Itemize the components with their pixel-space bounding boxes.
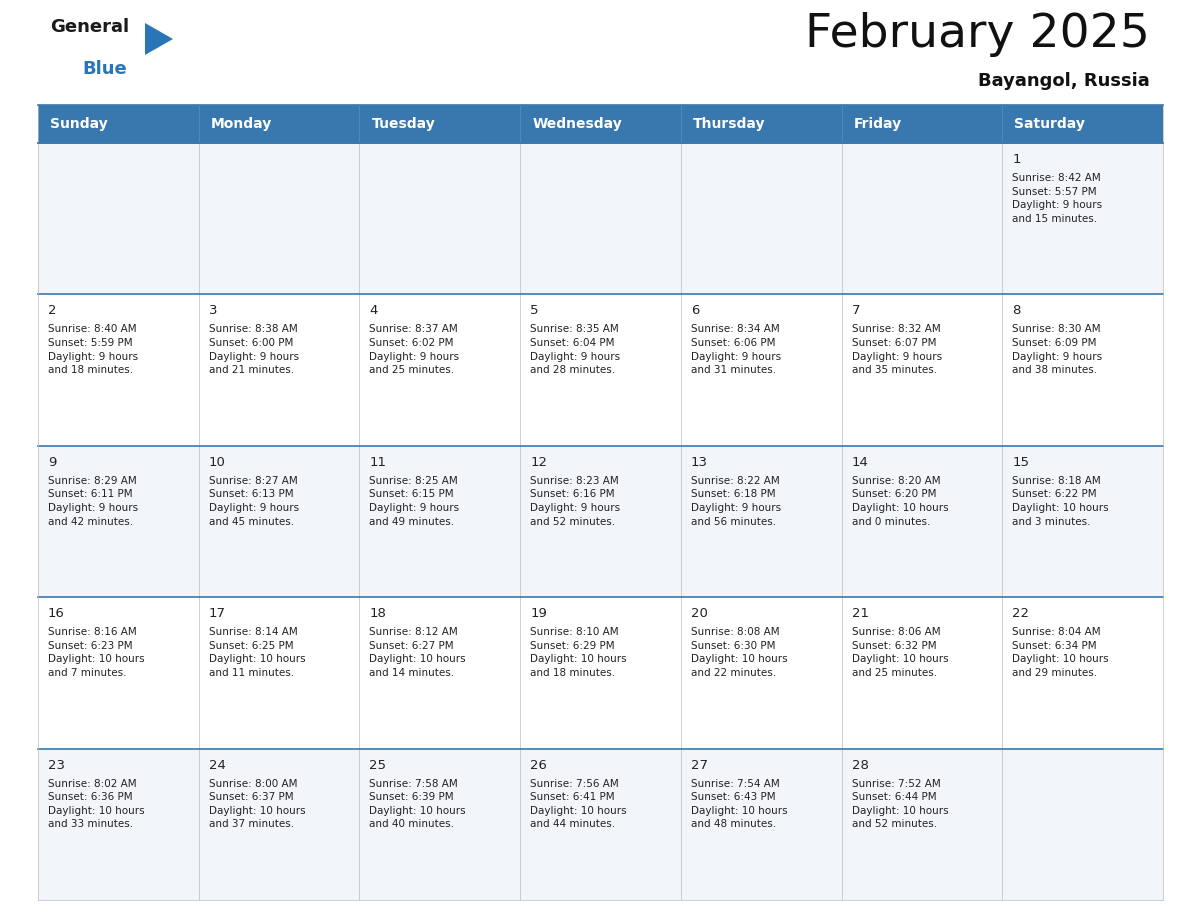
Text: Sunrise: 8:06 AM
Sunset: 6:32 PM
Daylight: 10 hours
and 25 minutes.: Sunrise: 8:06 AM Sunset: 6:32 PM Dayligh…	[852, 627, 948, 678]
Text: Sunrise: 8:04 AM
Sunset: 6:34 PM
Daylight: 10 hours
and 29 minutes.: Sunrise: 8:04 AM Sunset: 6:34 PM Dayligh…	[1012, 627, 1108, 678]
Text: Sunrise: 8:37 AM
Sunset: 6:02 PM
Daylight: 9 hours
and 25 minutes.: Sunrise: 8:37 AM Sunset: 6:02 PM Dayligh…	[369, 324, 460, 375]
Text: Sunrise: 8:25 AM
Sunset: 6:15 PM
Daylight: 9 hours
and 49 minutes.: Sunrise: 8:25 AM Sunset: 6:15 PM Dayligh…	[369, 476, 460, 527]
Text: 4: 4	[369, 305, 378, 318]
Text: Sunrise: 8:38 AM
Sunset: 6:00 PM
Daylight: 9 hours
and 21 minutes.: Sunrise: 8:38 AM Sunset: 6:00 PM Dayligh…	[209, 324, 299, 375]
Text: 18: 18	[369, 607, 386, 621]
Text: Friday: Friday	[853, 117, 902, 131]
Text: 24: 24	[209, 758, 226, 772]
Text: Sunrise: 8:30 AM
Sunset: 6:09 PM
Daylight: 9 hours
and 38 minutes.: Sunrise: 8:30 AM Sunset: 6:09 PM Dayligh…	[1012, 324, 1102, 375]
Text: Sunrise: 8:22 AM
Sunset: 6:18 PM
Daylight: 9 hours
and 56 minutes.: Sunrise: 8:22 AM Sunset: 6:18 PM Dayligh…	[691, 476, 781, 527]
Bar	[38, 295, 1163, 446]
Text: 15: 15	[1012, 456, 1029, 469]
Text: Sunrise: 8:10 AM
Sunset: 6:29 PM
Daylight: 10 hours
and 18 minutes.: Sunrise: 8:10 AM Sunset: 6:29 PM Dayligh…	[530, 627, 627, 678]
Text: 12: 12	[530, 456, 548, 469]
Text: Blue: Blue	[82, 60, 127, 78]
Text: 3: 3	[209, 305, 217, 318]
Text: 25: 25	[369, 758, 386, 772]
Text: 8: 8	[1012, 305, 1020, 318]
Text: Sunrise: 8:14 AM
Sunset: 6:25 PM
Daylight: 10 hours
and 11 minutes.: Sunrise: 8:14 AM Sunset: 6:25 PM Dayligh…	[209, 627, 305, 678]
Text: 5: 5	[530, 305, 538, 318]
Text: Sunrise: 7:52 AM
Sunset: 6:44 PM
Daylight: 10 hours
and 52 minutes.: Sunrise: 7:52 AM Sunset: 6:44 PM Dayligh…	[852, 778, 948, 829]
Text: 14: 14	[852, 456, 868, 469]
Text: Bayangol, Russia: Bayangol, Russia	[978, 72, 1150, 90]
Text: Sunday: Sunday	[50, 117, 108, 131]
Text: Sunrise: 8:12 AM
Sunset: 6:27 PM
Daylight: 10 hours
and 14 minutes.: Sunrise: 8:12 AM Sunset: 6:27 PM Dayligh…	[369, 627, 466, 678]
Polygon shape	[145, 23, 173, 55]
Text: 19: 19	[530, 607, 546, 621]
Text: 10: 10	[209, 456, 226, 469]
Text: Thursday: Thursday	[693, 117, 765, 131]
Text: Wednesday: Wednesday	[532, 117, 621, 131]
Text: Saturday: Saturday	[1015, 117, 1085, 131]
Text: Sunrise: 7:56 AM
Sunset: 6:41 PM
Daylight: 10 hours
and 44 minutes.: Sunrise: 7:56 AM Sunset: 6:41 PM Dayligh…	[530, 778, 627, 829]
Text: 20: 20	[691, 607, 708, 621]
Text: 27: 27	[691, 758, 708, 772]
Text: 6: 6	[691, 305, 700, 318]
Text: Sunrise: 7:54 AM
Sunset: 6:43 PM
Daylight: 10 hours
and 48 minutes.: Sunrise: 7:54 AM Sunset: 6:43 PM Dayligh…	[691, 778, 788, 829]
Text: 1: 1	[1012, 153, 1020, 166]
Text: 9: 9	[48, 456, 56, 469]
Text: Monday: Monday	[210, 117, 272, 131]
Text: 23: 23	[48, 758, 65, 772]
Text: Sunrise: 8:42 AM
Sunset: 5:57 PM
Daylight: 9 hours
and 15 minutes.: Sunrise: 8:42 AM Sunset: 5:57 PM Dayligh…	[1012, 173, 1102, 224]
Text: 11: 11	[369, 456, 386, 469]
Text: 17: 17	[209, 607, 226, 621]
Text: Sunrise: 8:29 AM
Sunset: 6:11 PM
Daylight: 9 hours
and 42 minutes.: Sunrise: 8:29 AM Sunset: 6:11 PM Dayligh…	[48, 476, 138, 527]
Text: Sunrise: 7:58 AM
Sunset: 6:39 PM
Daylight: 10 hours
and 40 minutes.: Sunrise: 7:58 AM Sunset: 6:39 PM Dayligh…	[369, 778, 466, 829]
Text: Sunrise: 8:34 AM
Sunset: 6:06 PM
Daylight: 9 hours
and 31 minutes.: Sunrise: 8:34 AM Sunset: 6:06 PM Dayligh…	[691, 324, 781, 375]
Text: Sunrise: 8:32 AM
Sunset: 6:07 PM
Daylight: 9 hours
and 35 minutes.: Sunrise: 8:32 AM Sunset: 6:07 PM Dayligh…	[852, 324, 942, 375]
Text: Sunrise: 8:18 AM
Sunset: 6:22 PM
Daylight: 10 hours
and 3 minutes.: Sunrise: 8:18 AM Sunset: 6:22 PM Dayligh…	[1012, 476, 1108, 527]
Text: 2: 2	[48, 305, 57, 318]
Text: 26: 26	[530, 758, 546, 772]
Text: Sunrise: 8:20 AM
Sunset: 6:20 PM
Daylight: 10 hours
and 0 minutes.: Sunrise: 8:20 AM Sunset: 6:20 PM Dayligh…	[852, 476, 948, 527]
Bar	[38, 446, 1163, 598]
Text: General: General	[50, 18, 129, 36]
Text: 28: 28	[852, 758, 868, 772]
Bar	[38, 598, 1163, 748]
Bar	[38, 105, 1163, 143]
Bar	[38, 748, 1163, 900]
Text: Sunrise: 8:40 AM
Sunset: 5:59 PM
Daylight: 9 hours
and 18 minutes.: Sunrise: 8:40 AM Sunset: 5:59 PM Dayligh…	[48, 324, 138, 375]
Text: Sunrise: 8:02 AM
Sunset: 6:36 PM
Daylight: 10 hours
and 33 minutes.: Sunrise: 8:02 AM Sunset: 6:36 PM Dayligh…	[48, 778, 145, 829]
Text: 7: 7	[852, 305, 860, 318]
Text: Sunrise: 8:16 AM
Sunset: 6:23 PM
Daylight: 10 hours
and 7 minutes.: Sunrise: 8:16 AM Sunset: 6:23 PM Dayligh…	[48, 627, 145, 678]
Text: 21: 21	[852, 607, 868, 621]
Text: Sunrise: 8:00 AM
Sunset: 6:37 PM
Daylight: 10 hours
and 37 minutes.: Sunrise: 8:00 AM Sunset: 6:37 PM Dayligh…	[209, 778, 305, 829]
Text: Sunrise: 8:23 AM
Sunset: 6:16 PM
Daylight: 9 hours
and 52 minutes.: Sunrise: 8:23 AM Sunset: 6:16 PM Dayligh…	[530, 476, 620, 527]
Text: Sunrise: 8:08 AM
Sunset: 6:30 PM
Daylight: 10 hours
and 22 minutes.: Sunrise: 8:08 AM Sunset: 6:30 PM Dayligh…	[691, 627, 788, 678]
Text: February 2025: February 2025	[805, 12, 1150, 57]
Text: 13: 13	[691, 456, 708, 469]
Text: 22: 22	[1012, 607, 1029, 621]
Text: Tuesday: Tuesday	[372, 117, 435, 131]
Text: Sunrise: 8:27 AM
Sunset: 6:13 PM
Daylight: 9 hours
and 45 minutes.: Sunrise: 8:27 AM Sunset: 6:13 PM Dayligh…	[209, 476, 299, 527]
Text: Sunrise: 8:35 AM
Sunset: 6:04 PM
Daylight: 9 hours
and 28 minutes.: Sunrise: 8:35 AM Sunset: 6:04 PM Dayligh…	[530, 324, 620, 375]
Text: 16: 16	[48, 607, 65, 621]
Bar	[38, 143, 1163, 295]
